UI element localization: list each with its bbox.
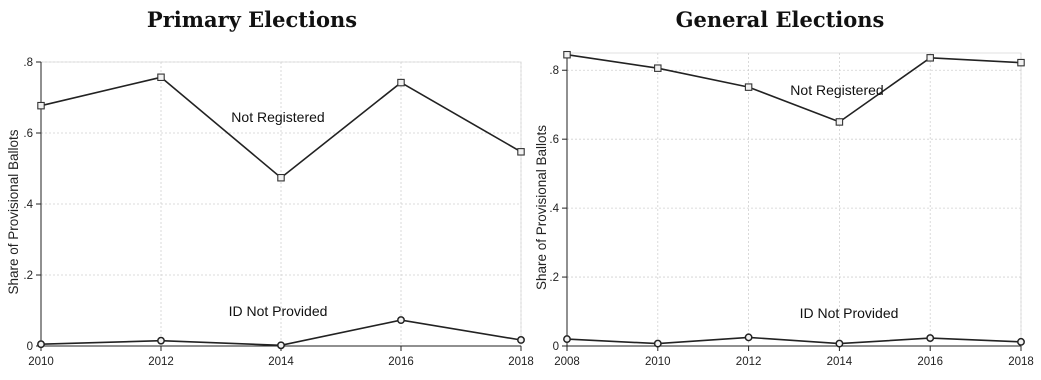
series-annotation: ID Not Provided xyxy=(229,303,328,319)
data-point-not-registered xyxy=(277,173,285,182)
data-point-id-not-provided xyxy=(517,336,525,344)
data-point-id-not-provided xyxy=(653,339,662,348)
data-point-not-registered xyxy=(397,78,405,87)
y-tick-label: .6 xyxy=(549,134,559,146)
y-tick-label: .6 xyxy=(23,128,33,140)
data-point-not-registered xyxy=(563,50,571,59)
y-tick-label: .8 xyxy=(549,65,559,77)
y-axis-title: Share of Provisional Ballots xyxy=(6,129,21,294)
series-line-not-registered xyxy=(566,53,1022,123)
data-point-not-registered xyxy=(744,83,753,91)
series-annotation: Not Registered xyxy=(790,82,883,98)
series-annotation: ID Not Provided xyxy=(800,305,899,321)
y-tick-label: .2 xyxy=(23,270,33,282)
x-tick-label: 2016 xyxy=(917,356,943,368)
data-point-id-not-provided xyxy=(744,333,753,342)
x-tick-label: 2018 xyxy=(508,356,534,368)
data-point-not-registered xyxy=(835,118,844,126)
panel-primary-elections: Primary Elections 0 .2 .4 .6 .8 2010 2012 2014 20… xyxy=(6,7,534,368)
series-annotation: Not Registered xyxy=(231,109,324,125)
x-tick-label: 2016 xyxy=(388,356,414,368)
data-point-id-not-provided xyxy=(277,341,285,350)
x-tick-label: 2014 xyxy=(268,356,294,368)
data-point-id-not-provided xyxy=(397,316,405,325)
series-line-id-not-provided xyxy=(566,336,1022,345)
data-point-id-not-provided xyxy=(1017,337,1025,346)
data-point-id-not-provided xyxy=(37,340,45,349)
y-tick-label: .8 xyxy=(23,57,33,69)
y-tick-label: 0 xyxy=(553,341,559,353)
data-point-id-not-provided xyxy=(157,336,165,345)
x-tick-label: 2010 xyxy=(28,356,54,368)
data-point-not-registered xyxy=(517,148,525,156)
data-point-not-registered xyxy=(157,73,165,82)
data-point-not-registered xyxy=(654,64,662,72)
y-tick-label: 0 xyxy=(27,341,33,353)
x-tick-label: 2012 xyxy=(736,356,762,368)
y-tick-label: .2 xyxy=(549,272,559,284)
data-point-id-not-provided xyxy=(926,334,935,343)
data-point-not-registered xyxy=(1017,58,1025,67)
data-point-id-not-provided xyxy=(563,335,571,344)
x-tick-label: 2012 xyxy=(148,356,174,368)
x-tick-label: 2014 xyxy=(827,356,853,368)
data-point-not-registered xyxy=(926,54,934,62)
data-point-not-registered xyxy=(37,101,45,110)
x-tick-label: 2018 xyxy=(1008,356,1034,368)
x-tick-label: 2010 xyxy=(645,356,671,368)
y-axis-title: Share of Provisional Ballots xyxy=(534,125,549,290)
y-tick-label: .4 xyxy=(23,199,33,211)
panel-general-elections: General Elections 0 .2 .4 .6 .8 2008 2010 2012 20… xyxy=(534,7,1034,368)
y-tick-label: .4 xyxy=(549,203,559,215)
x-tick-label: 2008 xyxy=(554,356,580,368)
data-point-id-not-provided xyxy=(835,339,844,348)
panel-title: Primary Elections xyxy=(147,7,357,32)
panel-title: General Elections xyxy=(676,7,885,32)
